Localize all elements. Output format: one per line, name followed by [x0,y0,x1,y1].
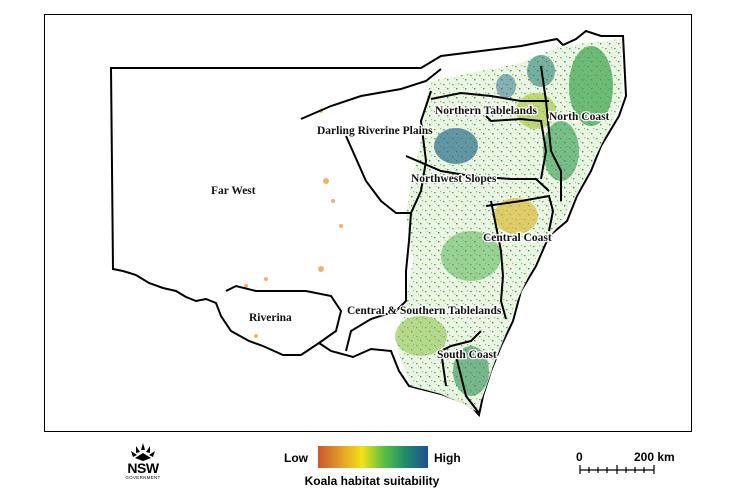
legend-high-label: High [434,451,461,465]
map-frame: Far West Darling Riverine Plains Norther… [44,14,692,432]
region-label-northwest-slopes: Northwest Slopes [411,173,497,185]
region-label-central-coast: Central Coast [483,232,552,244]
region-label-far-west: Far West [211,185,256,197]
region-boundaries [225,65,562,414]
legend-title: Koala habitat suitability [304,474,440,488]
habitat-layer [395,39,623,411]
logo-text: NSW [127,460,159,476]
region-label-riverina: Riverina [249,312,292,324]
region-labels: Far West Darling Riverine Plains Norther… [210,104,611,363]
scalebar-start-label: 0 [576,450,583,464]
region-label-northern-tablelands: Northern Tablelands [435,105,537,117]
region-label-south-coast: South Coast [437,349,497,361]
legend-gradient-bar [318,446,428,468]
logo-subtext: GOVERNMENT [125,475,161,480]
legend-low-label: Low [284,451,308,465]
nsw-waratah-logo-icon [131,443,155,461]
region-label-north-coast: North Coast [549,111,610,123]
region-label-darling-riverine-plains: Darling Riverine Plains [317,125,433,137]
region-label-central-southern-tablelands: Central & Southern Tablelands [347,305,502,317]
scalebar-end-label: 200 km [634,450,675,464]
koala-habitat-map: Far West Darling Riverine Plains Norther… [109,29,628,418]
scalebar [579,465,655,474]
